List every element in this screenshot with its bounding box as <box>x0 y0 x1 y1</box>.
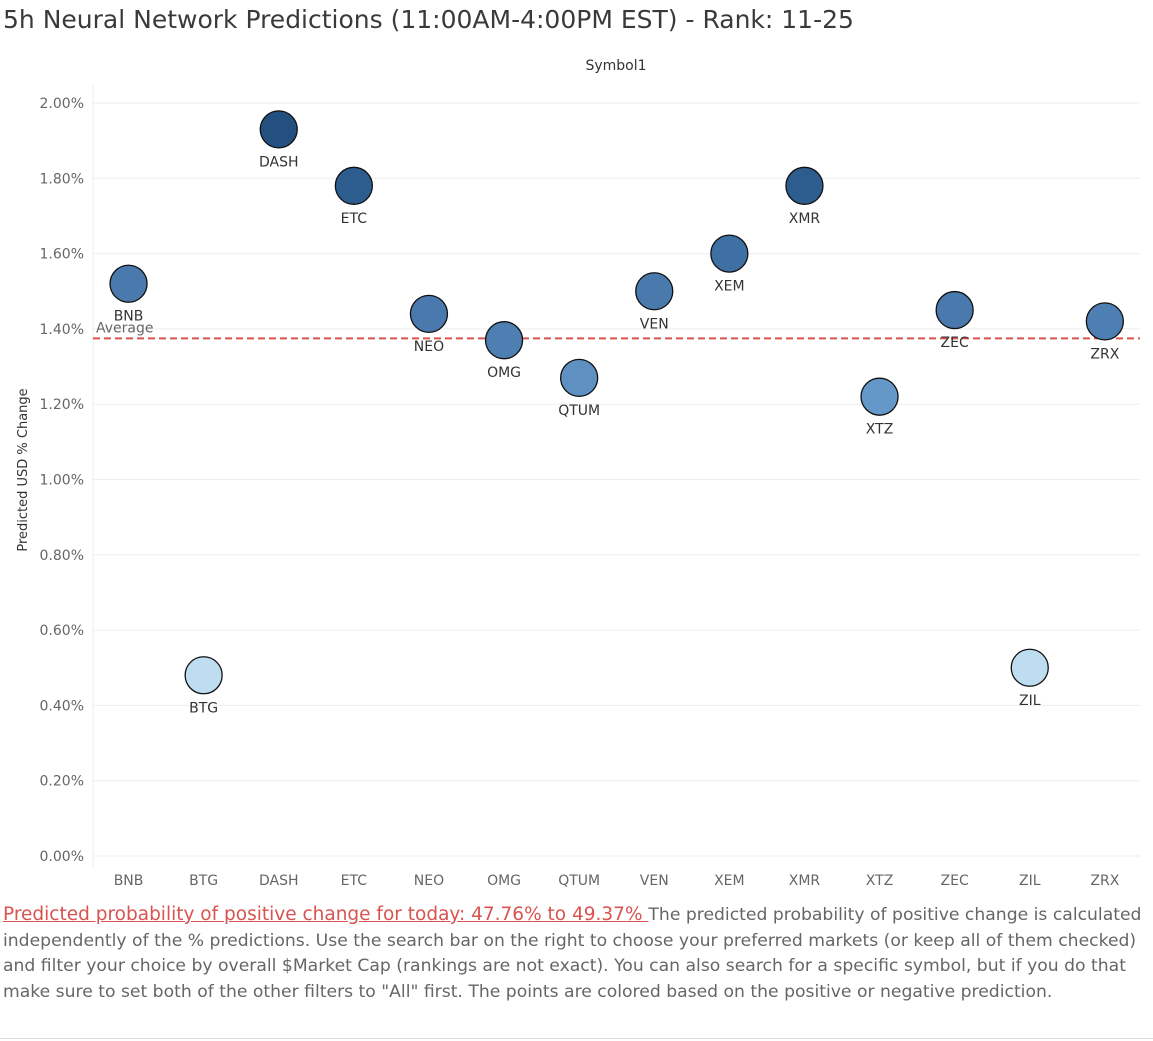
x-tick-label: XEM <box>714 873 745 889</box>
data-point[interactable] <box>184 656 223 695</box>
data-point[interactable] <box>935 290 974 330</box>
y-tick-label: 1.40% <box>40 322 84 338</box>
scatter-chart: Symbol1 Predicted USD % Change 0.00% 0.20… <box>16 58 1140 889</box>
y-tick-label: 2.00% <box>40 96 84 112</box>
average-label: Average <box>96 320 154 336</box>
data-point[interactable] <box>1010 648 1049 687</box>
y-tick-label: 1.60% <box>40 247 84 263</box>
y-axis-ticks: 0.00% 0.20% 0.40% 0.60% 0.80% 1.00% 1.20% 1.40%… <box>40 96 84 865</box>
data-point[interactable] <box>259 110 298 149</box>
data-point[interactable] <box>109 264 148 303</box>
point-label: DASH <box>259 154 299 170</box>
data-point[interactable] <box>860 377 899 416</box>
caption-body: The predicted probability of positive ch… <box>3 905 1142 1002</box>
y-tick-label: 1.20% <box>40 397 84 413</box>
probability-link[interactable]: Predicted probability of positive change… <box>3 904 649 925</box>
data-point[interactable] <box>785 166 824 205</box>
x-axis-ticks: BNB BTG DASH ETC NEO OMG QTUM VEN XEM XMR XTZ ZEC ZI… <box>114 873 1120 889</box>
point-label: OMG <box>487 365 521 381</box>
data-point[interactable] <box>560 358 599 397</box>
x-tick-label: XMR <box>789 873 821 889</box>
x-tick-label: ZRX <box>1090 873 1119 889</box>
x-tick-label: BTG <box>189 873 218 889</box>
x-tick-label: XTZ <box>866 873 894 889</box>
x-tick-label: VEN <box>640 873 669 889</box>
y-tick-label: 0.80% <box>40 548 84 564</box>
x-tick-label: DASH <box>259 873 299 889</box>
average-reference: Average <box>93 320 1140 340</box>
point-label: BTG <box>189 700 218 716</box>
x-tick-label: QTUM <box>558 873 600 889</box>
point-label: ZRX <box>1090 346 1119 362</box>
gridlines <box>92 85 1140 868</box>
point-label: ETC <box>341 211 368 227</box>
x-tick-label: OMG <box>487 873 521 889</box>
y-tick-label: 1.00% <box>40 473 84 489</box>
y-tick-label: 0.40% <box>40 698 84 714</box>
x-tick-label: BNB <box>114 873 144 889</box>
y-tick-label: 0.60% <box>40 623 84 639</box>
data-point[interactable] <box>334 166 374 205</box>
page-title: 5h Neural Network Predictions (11:00AM-4… <box>3 5 854 34</box>
point-label: XTZ <box>866 422 894 438</box>
x-tick-label: NEO <box>414 873 444 889</box>
data-point[interactable] <box>484 321 524 360</box>
y-axis-title: Predicted USD % Change <box>16 388 31 551</box>
y-tick-label: 0.20% <box>40 774 84 790</box>
point-label: XEM <box>714 279 745 295</box>
data-point[interactable] <box>710 234 749 273</box>
y-tick-label: 1.80% <box>40 171 84 187</box>
point-label: NEO <box>414 339 444 355</box>
data-point[interactable] <box>635 272 674 311</box>
point-label: ZEC <box>941 335 969 351</box>
data-point[interactable] <box>1085 302 1124 341</box>
data-points: BNB BTG DASH ETC NEO OMG QTUM VEN XEM XMR XTZ ZEC ZI… <box>109 110 1124 716</box>
y-tick-label: 0.00% <box>40 849 84 865</box>
caption: Predicted probability of positive change… <box>3 902 1143 1005</box>
point-label: BNB <box>114 309 144 325</box>
x-tick-label: ETC <box>341 873 368 889</box>
bottom-divider <box>0 1038 1153 1039</box>
x-tick-label: ZIL <box>1019 873 1041 889</box>
point-label: XMR <box>789 211 821 227</box>
point-label: ZIL <box>1019 693 1041 709</box>
point-label: QTUM <box>558 403 600 419</box>
point-label: VEN <box>640 316 669 332</box>
data-point[interactable] <box>409 294 449 333</box>
x-tick-label: ZEC <box>941 873 969 889</box>
column-header: Symbol1 <box>585 58 646 74</box>
